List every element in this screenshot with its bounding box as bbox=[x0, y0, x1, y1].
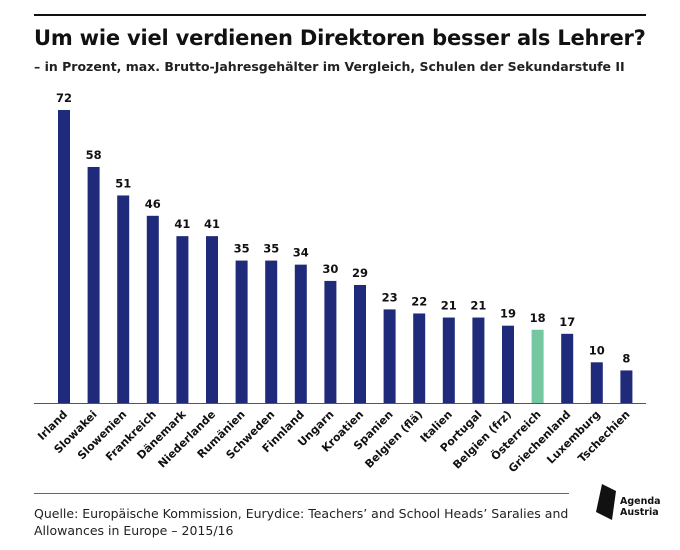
source-line-2: Allowances in Europe – 2015/16 bbox=[34, 523, 234, 538]
data-label-10: 29 bbox=[352, 266, 368, 280]
bottom-rule bbox=[34, 493, 569, 494]
data-label-11: 23 bbox=[382, 290, 398, 304]
bar-15 bbox=[502, 325, 514, 403]
bar-11 bbox=[383, 309, 396, 403]
data-label-16: 18 bbox=[530, 311, 546, 325]
bar-3 bbox=[146, 215, 159, 403]
data-label-18: 10 bbox=[589, 343, 605, 357]
bar-9 bbox=[324, 280, 337, 403]
data-label-17: 17 bbox=[559, 315, 575, 329]
data-label-5: 41 bbox=[204, 217, 220, 231]
data-label-13: 21 bbox=[441, 299, 457, 313]
logo-line-1: Agenda bbox=[620, 496, 661, 507]
data-label-9: 30 bbox=[322, 262, 338, 276]
data-label-19: 8 bbox=[622, 351, 630, 365]
bar-18 bbox=[590, 362, 603, 403]
chart-subtitle: – in Prozent, max. Brutto-Jahresgehälter… bbox=[34, 59, 625, 74]
bar-6 bbox=[235, 260, 248, 403]
chart-title: Um wie viel verdienen Direktoren besser … bbox=[34, 26, 646, 50]
data-label-3: 46 bbox=[145, 197, 161, 211]
data-label-0: 72 bbox=[56, 91, 72, 105]
top-rule bbox=[34, 14, 646, 16]
logo-line-2: Austria bbox=[620, 507, 659, 518]
data-label-1: 58 bbox=[86, 148, 102, 162]
bar-2 bbox=[117, 195, 130, 403]
bar-13 bbox=[442, 317, 455, 403]
data-label-12: 22 bbox=[411, 294, 427, 308]
bar-1 bbox=[87, 166, 100, 403]
bar-14 bbox=[472, 317, 485, 403]
data-label-14: 21 bbox=[470, 299, 486, 313]
data-label-6: 35 bbox=[234, 242, 250, 256]
logo-text: Agenda Austria bbox=[620, 496, 661, 518]
bar-0 bbox=[58, 110, 70, 403]
data-label-4: 41 bbox=[174, 217, 190, 231]
data-label-7: 35 bbox=[263, 242, 279, 256]
data-label-2: 51 bbox=[115, 176, 131, 190]
agenda-austria-logo-icon bbox=[596, 484, 616, 520]
bar-8 bbox=[294, 264, 307, 403]
bar-17 bbox=[561, 333, 574, 403]
bar-10 bbox=[354, 284, 366, 403]
source-line-1: Quelle: Europäische Kommission, Eurydice… bbox=[34, 506, 569, 521]
bar-4 bbox=[176, 236, 189, 403]
data-label-15: 19 bbox=[500, 307, 516, 321]
bar-5 bbox=[206, 236, 218, 403]
bar-19 bbox=[620, 370, 633, 403]
bar-16 bbox=[531, 329, 544, 403]
source-note: Quelle: Europäische Kommission, Eurydice… bbox=[34, 505, 574, 539]
bar-chart: 72Irland58Slowakei51Slowenien46Frankreic… bbox=[34, 91, 646, 475]
data-label-8: 34 bbox=[293, 246, 309, 260]
bar-12 bbox=[413, 313, 426, 403]
bar-7 bbox=[265, 260, 278, 403]
